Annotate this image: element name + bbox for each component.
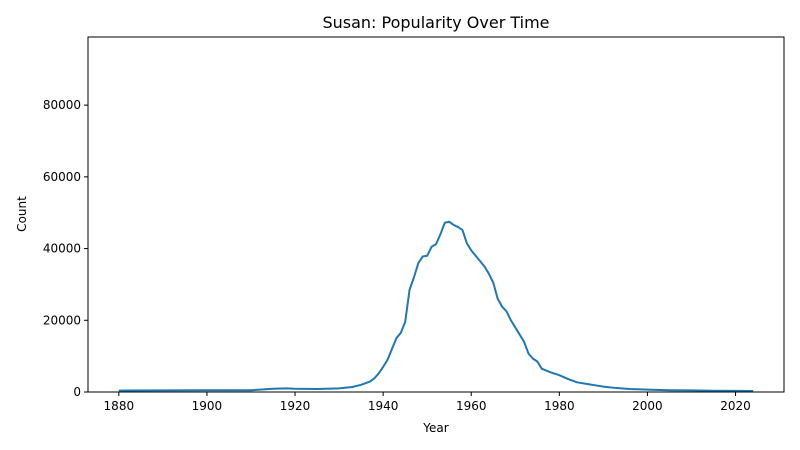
x-tick-label: 1960 (456, 399, 487, 413)
x-tick-label: 1900 (192, 399, 223, 413)
y-tick-label: 0 (73, 385, 81, 399)
x-tick-label: 1880 (104, 399, 135, 413)
x-axis-ticks: 1880 1900 1920 1940 1960 1980 2000 2020 (104, 392, 751, 413)
x-tick-label: 1980 (544, 399, 575, 413)
x-tick-label: 1940 (368, 399, 399, 413)
x-tick-label: 1920 (280, 399, 311, 413)
chart-title: Susan: Popularity Over Time (322, 13, 549, 32)
y-tick-label: 80000 (43, 98, 81, 112)
plot-frame (87, 36, 785, 393)
series-line-0 (118, 220, 754, 392)
plot-area (118, 220, 754, 392)
x-tick-label: 2000 (632, 399, 663, 413)
y-tick-label: 40000 (43, 242, 81, 256)
x-axis-label: Year (422, 421, 448, 435)
y-axis-label: Count (15, 196, 29, 232)
y-tick-label: 60000 (43, 170, 81, 184)
x-tick-label: 2020 (720, 399, 751, 413)
y-axis-ticks: 0 20000 40000 60000 80000 (43, 98, 88, 399)
y-tick-label: 20000 (43, 313, 81, 327)
